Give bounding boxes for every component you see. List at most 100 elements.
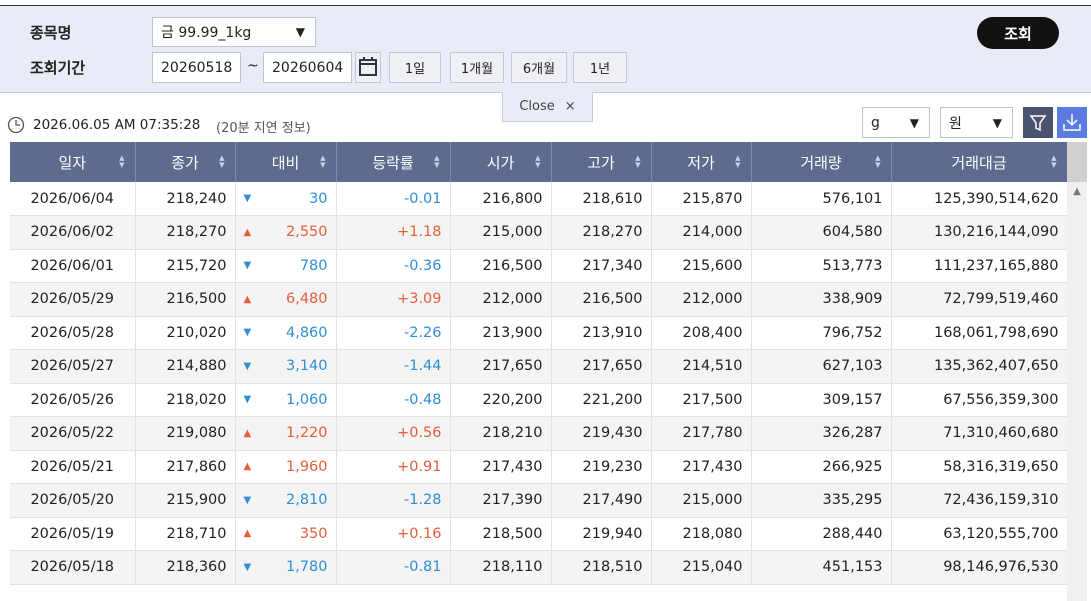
cell: 212,000	[450, 282, 552, 317]
cell: 326,287	[751, 416, 892, 451]
cell: 63,120,555,700	[891, 517, 1068, 551]
range-button[interactable]: 1년	[573, 52, 627, 83]
cell: 216,500	[551, 282, 652, 317]
download-button[interactable]	[1057, 107, 1087, 138]
period-label: 조회기간	[30, 59, 86, 77]
search-button[interactable]: 조회	[977, 17, 1059, 49]
cell: 215,600	[651, 249, 752, 283]
cell: 627,103	[751, 349, 892, 384]
cell: ▲	[235, 450, 270, 484]
cell: 216,500	[450, 249, 552, 283]
cell: ▼	[235, 550, 270, 585]
cell: ▼	[235, 483, 270, 518]
scrollbar[interactable]: ▲	[1067, 142, 1087, 601]
column-header[interactable]: 일자 ▲ ▼	[10, 142, 136, 182]
cell: 30	[270, 182, 337, 216]
currency-select[interactable]: 원 ▼	[940, 107, 1013, 138]
cell: 135,362,407,650	[891, 349, 1068, 384]
range-button[interactable]: 1개월	[450, 52, 504, 83]
price-table: 일자 ▲ ▼ 종가 ▲ ▼ 대비 ▲ ▼ 등락률 ▲ ▼ 시가 ▲ ▼ 고가 ▲ ▼ 저가 ▲ ▼ 거래량 ▲ ▼ 거래대금 ▲ ▼…	[10, 142, 1068, 585]
cell: 796,752	[751, 316, 892, 350]
end-date[interactable]: 20260604	[263, 52, 352, 83]
cell: 350	[270, 517, 337, 551]
cell: 213,900	[450, 316, 552, 350]
cell: 213,910	[551, 316, 652, 350]
cell: 72,799,519,460	[891, 282, 1068, 317]
sort-icon: ▲ ▼	[875, 154, 881, 169]
column-header[interactable]: 거래대금 ▲ ▼	[891, 142, 1068, 182]
cell: 513,773	[751, 249, 892, 283]
cell: 218,610	[551, 182, 652, 216]
calendar-button[interactable]	[355, 52, 381, 83]
filter-button[interactable]	[1023, 107, 1053, 138]
cell: 2026/05/18	[10, 550, 136, 585]
start-date[interactable]: 20260518	[152, 52, 241, 83]
cell: ▲	[235, 282, 270, 317]
cell: 2026/05/26	[10, 383, 136, 417]
cell: 210,020	[135, 316, 236, 350]
cell: 218,510	[551, 550, 652, 585]
column-header[interactable]: 대비 ▲ ▼	[235, 142, 337, 182]
cell: 215,000	[450, 215, 552, 250]
cell: 217,490	[551, 483, 652, 518]
cell: 2026/05/27	[10, 349, 136, 384]
cell: 72,436,159,310	[891, 483, 1068, 518]
table-row: 2026/05/27 214,880 ▼ 3,140 -1.44 217,650 217,6…	[10, 349, 1068, 384]
cell: 2026/06/04	[10, 182, 136, 216]
cell: 212,000	[651, 282, 752, 317]
item-value: 금 99.99_1kg	[161, 25, 252, 41]
cell: 214,000	[651, 215, 752, 250]
cell: 218,110	[450, 550, 552, 585]
close-tab[interactable]: Close ×	[502, 92, 593, 122]
cell: 2026/05/19	[10, 517, 136, 551]
cell: 71,310,460,680	[891, 416, 1068, 451]
cell: 220,200	[450, 383, 552, 417]
cell: 217,860	[135, 450, 236, 484]
cell: 219,080	[135, 416, 236, 451]
cell: +0.91	[336, 450, 451, 484]
table-row: 2026/05/19 218,710 ▲ 350 +0.16 218,500 219,940…	[10, 517, 1068, 551]
cell: 4,860	[270, 316, 337, 350]
header-text: 등락률	[372, 153, 414, 172]
cell: 98,146,976,530	[891, 550, 1068, 585]
cell: 1,060	[270, 383, 337, 417]
cell: 2026/05/20	[10, 483, 136, 518]
cell: ▼	[235, 383, 270, 417]
cell: 214,880	[135, 349, 236, 384]
column-header[interactable]: 고가 ▲ ▼	[551, 142, 652, 182]
range-button[interactable]: 1일	[389, 52, 441, 83]
cell: 218,080	[651, 517, 752, 551]
column-header[interactable]: 거래량 ▲ ▼	[751, 142, 892, 182]
cell: 217,390	[450, 483, 552, 518]
cell: 266,925	[751, 450, 892, 484]
sort-icon: ▲ ▼	[434, 154, 440, 169]
cell: 168,061,798,690	[891, 316, 1068, 350]
cell: 2,550	[270, 215, 337, 250]
header-text: 저가	[687, 153, 715, 172]
cell: -0.81	[336, 550, 451, 585]
search-panel: 종목명 조회기간 금 99.99_1kg ▼ 20260518 ~ 2026060…	[0, 5, 1091, 93]
cell: ▲	[235, 215, 270, 250]
column-header[interactable]: 저가 ▲ ▼	[651, 142, 752, 182]
column-header[interactable]: 시가 ▲ ▼	[450, 142, 552, 182]
header-text: 대비	[271, 153, 300, 172]
cell: 309,157	[751, 383, 892, 417]
cell: -1.44	[336, 349, 451, 384]
cell: 218,020	[135, 383, 236, 417]
cell: ▼	[235, 349, 270, 384]
cell: 214,510	[651, 349, 752, 384]
unit-select[interactable]: g ▼	[862, 107, 930, 138]
cell: 1,220	[270, 416, 337, 451]
cell: 2026/05/29	[10, 282, 136, 317]
cell: 576,101	[751, 182, 892, 216]
column-header[interactable]: 종가 ▲ ▼	[135, 142, 236, 182]
range-button[interactable]: 6개월	[511, 52, 567, 83]
column-header[interactable]: 등락률 ▲ ▼	[336, 142, 451, 182]
cell: 338,909	[751, 282, 892, 317]
table-row: 2026/05/22 219,080 ▲ 1,220 +0.56 218,210 219,4…	[10, 416, 1068, 451]
cell: 288,440	[751, 517, 892, 551]
cell: 2,810	[270, 483, 337, 518]
cell: 215,870	[651, 182, 752, 216]
item-select[interactable]: 금 99.99_1kg ▼	[152, 17, 316, 47]
